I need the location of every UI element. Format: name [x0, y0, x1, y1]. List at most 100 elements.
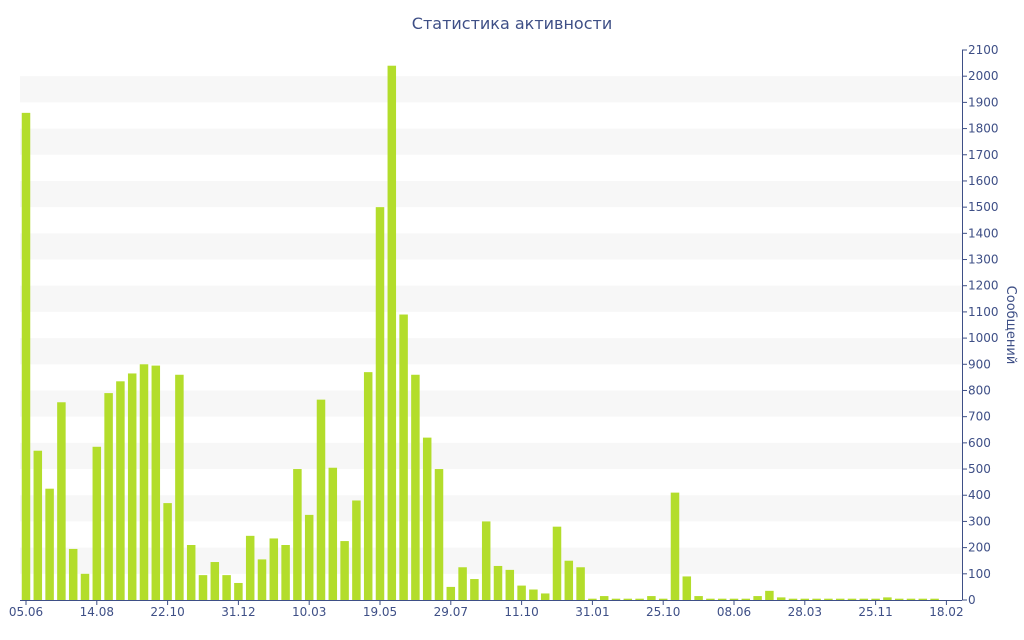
- bar: [151, 365, 161, 600]
- bar-series: [21, 65, 939, 600]
- bar: [871, 598, 880, 600]
- bar: [517, 585, 526, 600]
- y-tick-label: 300: [968, 514, 991, 528]
- bar: [599, 596, 609, 600]
- axes: 0 100 200 300 400 500 600 700 800 900 1000 1100 1200…: [9, 43, 1018, 619]
- bar: [104, 393, 113, 600]
- bar: [753, 596, 762, 600]
- bar: [706, 598, 715, 600]
- y-axis-title: Сообщений: [1003, 286, 1018, 365]
- y-tick-label: 1400: [968, 226, 999, 240]
- bar: [293, 469, 302, 600]
- grid-bands: [20, 76, 962, 574]
- bar: [647, 596, 656, 600]
- x-tick-label: 08.06: [717, 605, 751, 619]
- x-tick-label: 28.03: [788, 605, 822, 619]
- bar: [375, 207, 385, 600]
- bar: [328, 467, 338, 600]
- bar: [812, 598, 821, 600]
- bar: [304, 514, 314, 600]
- bar: [92, 446, 102, 600]
- bar: [387, 65, 397, 600]
- bar: [210, 562, 220, 600]
- bar: [529, 589, 538, 600]
- y-tick-label: 400: [968, 488, 991, 502]
- bar: [611, 598, 621, 600]
- bar: [505, 569, 515, 600]
- bar: [682, 576, 692, 600]
- bar: [116, 381, 125, 600]
- y-tick-label: 1700: [968, 148, 999, 162]
- bar: [340, 541, 349, 600]
- chart-title: Статистика активности: [411, 14, 613, 33]
- bar: [481, 521, 491, 600]
- bar: [670, 492, 680, 600]
- bar: [694, 596, 703, 600]
- bar: [363, 372, 373, 600]
- bar: [918, 598, 928, 600]
- bar: [33, 450, 43, 600]
- bar: [234, 582, 243, 600]
- x-tick-label: 29.07: [434, 605, 468, 619]
- bar: [245, 535, 255, 600]
- bar: [540, 593, 550, 600]
- bar: [800, 598, 810, 600]
- bar: [422, 437, 432, 600]
- y-tick-label: 1600: [968, 174, 999, 188]
- grid-band: [20, 338, 962, 365]
- x-tick-label: 05.06: [9, 605, 43, 619]
- grid-band: [20, 128, 962, 155]
- bar: [717, 598, 727, 600]
- bar: [139, 364, 149, 600]
- bar: [458, 567, 467, 600]
- y-tick-label: 600: [968, 436, 991, 450]
- y-tick-label: 500: [968, 462, 991, 476]
- bar: [493, 565, 503, 600]
- y-tick-label: 800: [968, 383, 991, 397]
- x-tick-label: 14.08: [80, 605, 114, 619]
- bar: [765, 590, 774, 600]
- bar: [776, 597, 786, 600]
- x-tick-label: 31.12: [221, 605, 255, 619]
- y-tick-label: 700: [968, 410, 991, 424]
- bar: [741, 598, 751, 600]
- x-tick-label: 18.02: [929, 605, 963, 619]
- grid-band: [20, 285, 962, 312]
- bar: [576, 567, 585, 600]
- bar: [847, 598, 857, 600]
- x-tick-label: 10.03: [292, 605, 326, 619]
- x-tick-label: 25.11: [858, 605, 892, 619]
- x-tick-label: 11.10: [504, 605, 538, 619]
- bar: [824, 598, 833, 600]
- y-tick-label: 1900: [968, 95, 999, 109]
- bar: [269, 538, 279, 600]
- x-tick-label: 25.10: [646, 605, 680, 619]
- bar: [894, 598, 904, 600]
- x-tick-label: 22.10: [150, 605, 184, 619]
- bar: [835, 598, 845, 600]
- bar: [163, 503, 172, 600]
- bar: [588, 598, 597, 600]
- bar: [127, 373, 137, 600]
- y-tick-label: 1200: [968, 279, 999, 293]
- x-tick-label: 19.05: [363, 605, 397, 619]
- y-tick-label: 200: [968, 541, 991, 555]
- y-tick-label: 1100: [968, 305, 999, 319]
- bar: [68, 548, 78, 600]
- bar: [552, 526, 562, 600]
- bar: [198, 575, 208, 600]
- bar: [222, 575, 231, 600]
- grid-band: [20, 547, 962, 574]
- bar: [21, 112, 31, 600]
- grid-band: [20, 390, 962, 417]
- y-tick-label: 1000: [968, 331, 999, 345]
- bar: [883, 597, 892, 600]
- bar: [316, 399, 326, 600]
- bar: [399, 314, 408, 600]
- bar: [788, 598, 798, 600]
- bar: [411, 374, 420, 600]
- bar: [257, 559, 267, 600]
- bar: [906, 598, 916, 600]
- x-tick-label: 31.01: [575, 605, 609, 619]
